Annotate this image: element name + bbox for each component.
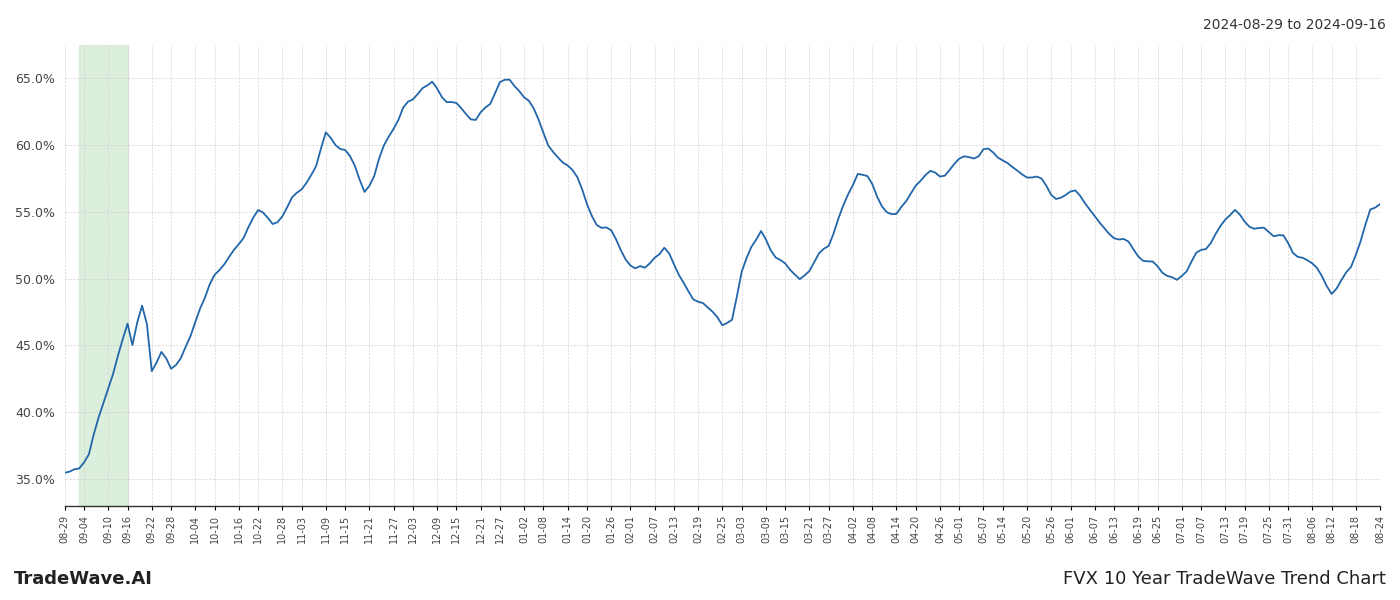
Text: TradeWave.AI: TradeWave.AI (14, 570, 153, 588)
Text: 2024-08-29 to 2024-09-16: 2024-08-29 to 2024-09-16 (1203, 18, 1386, 32)
Text: FVX 10 Year TradeWave Trend Chart: FVX 10 Year TradeWave Trend Chart (1063, 570, 1386, 588)
Bar (80, 45, 127, 506)
